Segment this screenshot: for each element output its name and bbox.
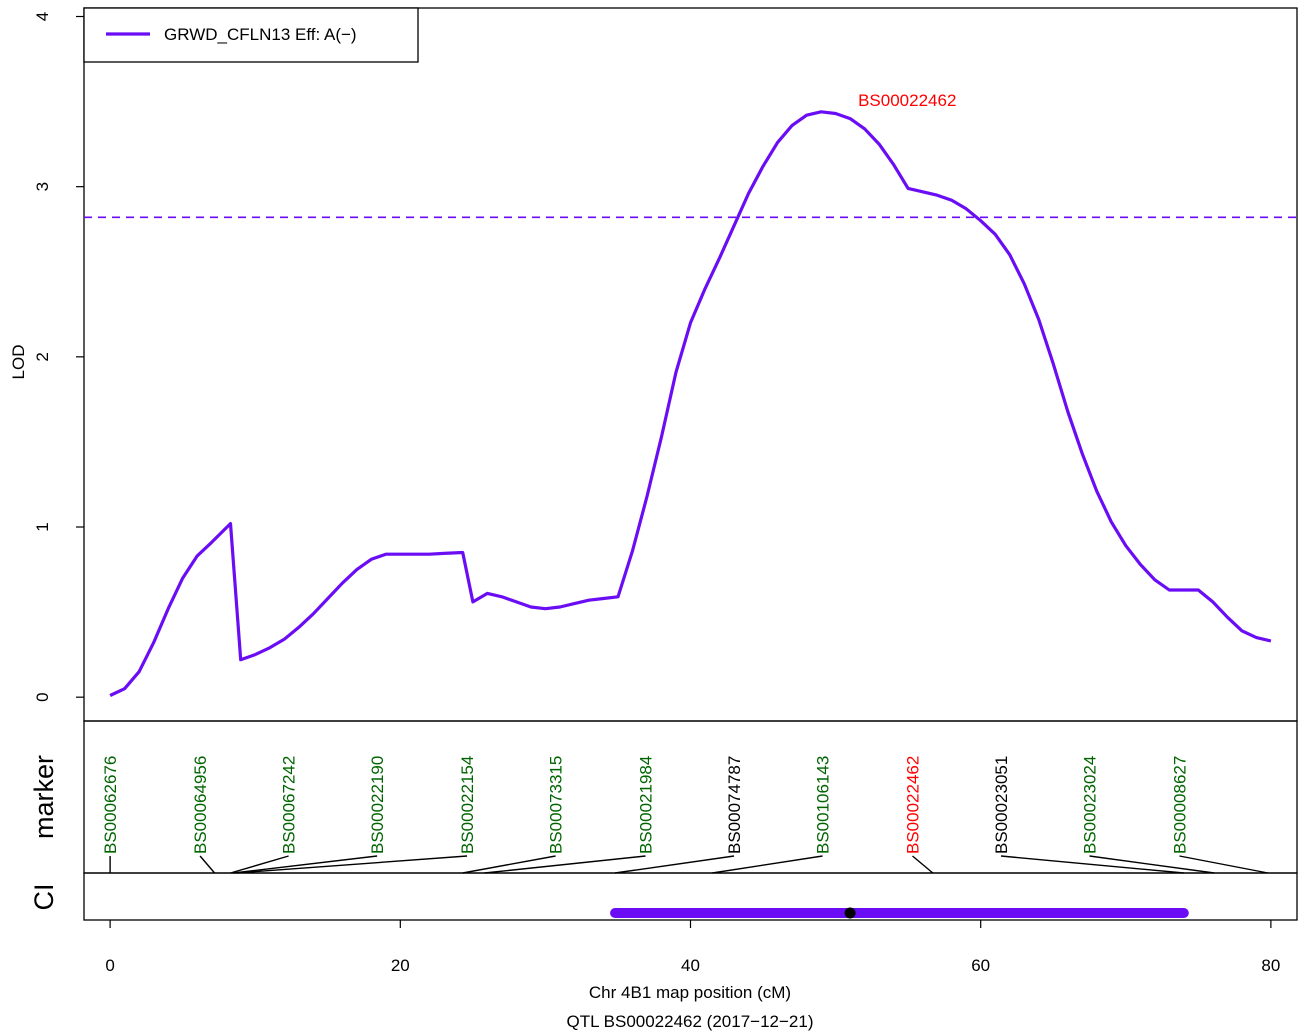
marker-group: BS00062676 BS00064956 BS00067242 BS00022190… (101, 756, 1269, 874)
marker-panel: BS00062676 BS00064956 BS00067242 BS00022190… (29, 720, 1298, 874)
marker-label: BS00106143 (814, 756, 833, 854)
y-tick-label: 2 (33, 352, 52, 361)
x-axis: 0 20 40 60 80 (105, 920, 1280, 975)
lod-panel: 0 1 2 3 4 BS00022462 GRWD_CFLN13 Eff: A(−) L… (9, 7, 1298, 722)
y-axis: 0 1 2 3 4 (33, 12, 84, 702)
y-tick-label: 3 (33, 182, 52, 191)
marker-connector (1179, 855, 1269, 874)
marker-connector (712, 855, 823, 874)
lod-panel-frame (83, 7, 1298, 722)
ci-panel-label: CI (29, 884, 59, 911)
marker-label: BS00074787 (725, 756, 744, 854)
marker-connector (1000, 855, 1184, 874)
marker-panel-label: marker (29, 755, 59, 839)
marker-label: BS00021984 (637, 756, 656, 854)
y-tick-label: 4 (33, 12, 52, 21)
marker-label: BS00062676 (101, 756, 120, 854)
marker-label: BS00067242 (280, 756, 299, 854)
marker-connector (236, 855, 468, 874)
marker-label: BS00008627 (1170, 756, 1189, 854)
y-tick-label: 0 (33, 692, 52, 701)
marker-label: BS00023024 (1081, 756, 1100, 854)
marker-connector (199, 855, 216, 874)
marker-connector (1089, 855, 1215, 874)
x-tick-label: 80 (1261, 956, 1280, 975)
ci-panel: CI (29, 872, 1298, 921)
lod-curve (109, 110, 1272, 697)
marker-label: BS00022154 (458, 756, 477, 854)
chart-subtitle: QTL BS00022462 (2017−12−21) (566, 1012, 813, 1031)
x-tick-label: 20 (391, 956, 410, 975)
marker-label: BS00064956 (191, 756, 210, 854)
x-tick-label: 0 (105, 956, 114, 975)
marker-connector (484, 855, 646, 874)
marker-connector (912, 855, 934, 874)
y-axis-label: LOD (9, 345, 28, 380)
marker-connector (614, 855, 735, 874)
marker-label: BS00022190 (368, 756, 387, 854)
legend: GRWD_CFLN13 Eff: A(−) (83, 7, 419, 63)
x-axis-label: Chr 4B1 map position (cM) (589, 983, 791, 1002)
marker-panel-frame (83, 720, 1298, 874)
marker-connector (230, 855, 289, 874)
marker-label: BS00022462 (903, 756, 922, 854)
ci-point (844, 907, 856, 919)
marker-label: BS00073315 (547, 756, 566, 854)
x-tick-label: 40 (681, 956, 700, 975)
x-tick-label: 60 (971, 956, 990, 975)
legend-label: GRWD_CFLN13 Eff: A(−) (164, 25, 357, 44)
marker-label: BS00023051 (992, 756, 1011, 854)
peak-label: BS00022462 (858, 91, 956, 110)
marker-connector (233, 855, 378, 874)
marker-connector (462, 855, 556, 874)
y-tick-label: 1 (33, 522, 52, 531)
